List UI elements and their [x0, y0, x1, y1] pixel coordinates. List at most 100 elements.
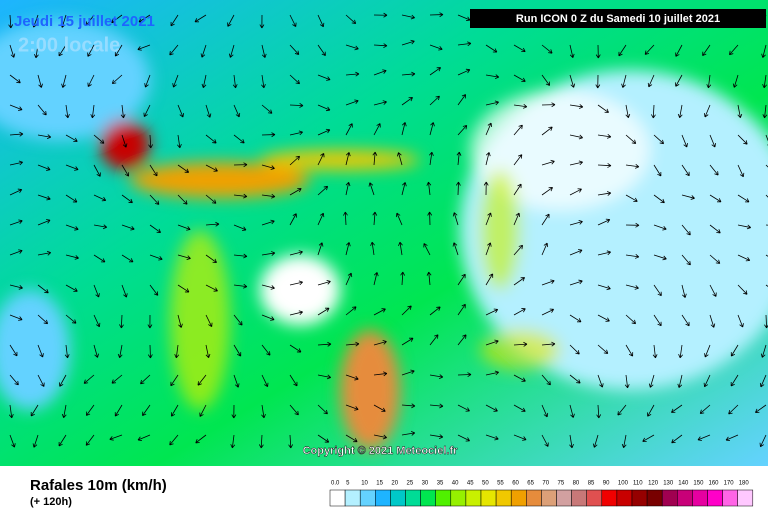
legend-swatch	[465, 489, 482, 507]
date: Jeudi 15 juillet 2021	[14, 13, 155, 30]
legend-label: 25	[407, 481, 414, 487]
wind-arrow	[9, 374, 19, 386]
wind-arrow	[625, 254, 640, 259]
wind-arrow	[485, 370, 499, 376]
wind-arrow	[569, 434, 574, 449]
legend-label: 140	[678, 481, 689, 487]
wind-arrow	[200, 44, 207, 58]
wind-arrow	[228, 44, 235, 58]
legend-swatch	[526, 489, 542, 507]
wind-arrow	[737, 314, 744, 328]
wind-arrow	[457, 14, 471, 22]
wind-arrow	[345, 44, 359, 51]
legend-swatch	[450, 489, 467, 507]
wind-arrow	[142, 404, 151, 416]
wind-arrow	[60, 14, 67, 28]
wind-arrow	[261, 193, 276, 199]
run-box	[470, 9, 766, 28]
wind-arrow	[58, 44, 67, 57]
wind-arrow	[177, 194, 188, 205]
wind-arrow	[681, 254, 691, 266]
wind-arrow	[121, 284, 128, 298]
legend-label: 40	[452, 481, 459, 487]
wind-arrow	[625, 344, 634, 357]
wind-arrow	[93, 254, 106, 263]
wind-arrow	[373, 12, 388, 18]
wind-arrow	[485, 100, 499, 106]
copyright: Copyright © 2021 Meteociel.fr	[303, 445, 459, 457]
wind-arrow	[541, 159, 555, 166]
wind-arrow	[762, 104, 768, 119]
wind-arrow	[37, 164, 51, 171]
wind-arrow	[401, 71, 416, 77]
legend-swatch	[601, 489, 618, 507]
wind-arrow	[85, 14, 95, 26]
wind-arrow	[233, 193, 248, 199]
wind-arrow	[597, 250, 611, 256]
wind-arrow	[345, 99, 359, 106]
wind-arrow	[261, 251, 276, 256]
wind-arrow	[317, 212, 325, 226]
wind-arrow	[177, 134, 182, 149]
wind-arrow	[289, 250, 303, 256]
wind-arrow	[317, 14, 325, 28]
wind-arrow	[149, 224, 161, 233]
wind-arrow	[541, 102, 556, 108]
legend-label: 45	[467, 481, 474, 487]
wind-arrow	[37, 194, 51, 201]
wind-arrow	[233, 283, 248, 289]
wind-arrow	[65, 284, 78, 292]
wind-arrow	[569, 344, 580, 355]
wind-arrow	[429, 151, 434, 166]
wind-arrow	[541, 434, 549, 447]
wind-arrow	[703, 374, 711, 388]
wind-arrow	[759, 374, 767, 388]
wind-arrow	[373, 69, 387, 76]
wind-arrow	[737, 194, 750, 203]
wind-arrow	[677, 104, 683, 119]
legend-label: 55	[497, 481, 504, 487]
wind-arrow	[401, 305, 412, 316]
wind-arrow	[87, 74, 95, 87]
wind-arrow	[9, 434, 16, 448]
legend-swatch	[722, 489, 738, 507]
wind-arrow	[429, 67, 441, 76]
legend-swatch	[435, 489, 452, 507]
legend-swatch	[586, 489, 603, 507]
wind-arrow	[177, 104, 184, 118]
wind-arrow	[147, 344, 153, 359]
wind-arrow	[37, 314, 49, 325]
wind-arrow	[259, 14, 265, 29]
wind-arrow	[121, 164, 130, 177]
wind-arrow	[9, 284, 23, 290]
wind-arrow	[401, 122, 407, 136]
wind-arrow	[121, 254, 134, 263]
wind-arrow	[541, 404, 549, 418]
wind-arrow	[177, 224, 191, 231]
wind-arrow	[647, 404, 655, 417]
legend-label: 0.0	[331, 481, 340, 487]
wind-arrow	[513, 74, 526, 82]
wind-arrow	[138, 14, 151, 23]
wind-arrow	[149, 164, 158, 177]
legend-swatch	[344, 489, 361, 507]
wind-arrow	[177, 164, 190, 173]
wind-arrow	[429, 374, 444, 379]
wind-arrow	[9, 249, 23, 256]
wind-arrow	[653, 134, 665, 145]
wind-arrow	[681, 284, 687, 298]
wind-arrow	[373, 123, 381, 136]
wind-arrow	[65, 164, 79, 171]
legend-label: 100	[618, 481, 629, 487]
wind-arrow	[368, 182, 375, 196]
legend-swatch	[480, 489, 497, 507]
wind-arrow	[737, 224, 752, 230]
legend-swatch	[510, 489, 527, 507]
wind-arrow	[37, 104, 47, 116]
legend-label: 50	[482, 481, 489, 487]
wind-arrow	[397, 152, 403, 166]
wind-arrow	[61, 74, 67, 88]
wind-arrow	[289, 130, 303, 136]
wind-arrow	[121, 134, 128, 148]
